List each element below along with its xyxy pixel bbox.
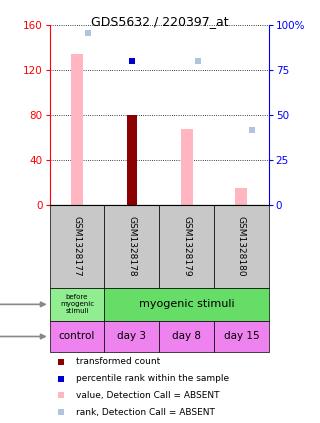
Text: percentile rank within the sample: percentile rank within the sample xyxy=(76,374,229,383)
Text: transformed count: transformed count xyxy=(76,357,160,366)
Text: control: control xyxy=(59,332,95,341)
Bar xyxy=(104,288,269,321)
Text: myogenic stimuli: myogenic stimuli xyxy=(139,299,235,309)
Text: day 3: day 3 xyxy=(117,332,146,341)
Text: protocol: protocol xyxy=(0,299,45,309)
Bar xyxy=(214,205,269,288)
Text: GSM1328178: GSM1328178 xyxy=(127,216,136,277)
Text: GSM1328180: GSM1328180 xyxy=(237,216,246,277)
Bar xyxy=(159,205,214,288)
Bar xyxy=(71,53,83,205)
Text: GSM1328179: GSM1328179 xyxy=(182,216,191,277)
Text: rank, Detection Call = ABSENT: rank, Detection Call = ABSENT xyxy=(76,408,215,417)
Text: day 8: day 8 xyxy=(172,332,201,341)
Text: value, Detection Call = ABSENT: value, Detection Call = ABSENT xyxy=(76,391,220,400)
Bar xyxy=(159,321,214,352)
Text: time: time xyxy=(0,332,45,341)
Bar xyxy=(236,189,247,205)
Text: before
myogenic
stimuli: before myogenic stimuli xyxy=(60,294,94,314)
Bar xyxy=(104,321,159,352)
Bar xyxy=(104,205,159,288)
Bar xyxy=(50,205,104,288)
Text: GSM1328177: GSM1328177 xyxy=(73,216,82,277)
Text: GDS5632 / 220397_at: GDS5632 / 220397_at xyxy=(91,15,229,28)
Text: day 15: day 15 xyxy=(224,332,259,341)
Bar xyxy=(180,129,193,205)
Bar xyxy=(214,321,269,352)
Bar xyxy=(50,321,104,352)
Bar xyxy=(127,115,137,205)
Bar xyxy=(50,288,104,321)
